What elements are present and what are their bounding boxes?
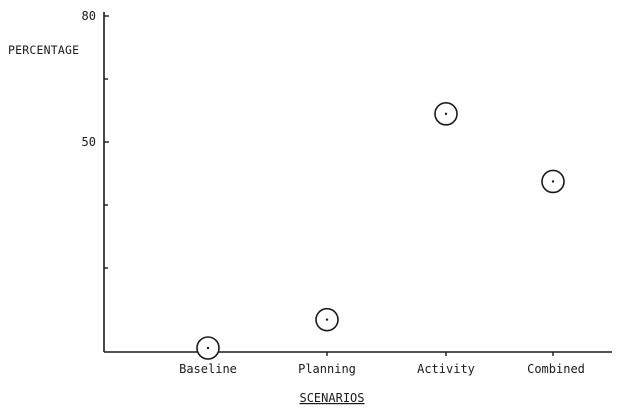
data-point xyxy=(196,336,220,360)
x-category-label: Activity xyxy=(417,362,475,376)
data-point xyxy=(434,102,458,126)
data-point xyxy=(315,307,339,332)
plot-marks xyxy=(196,102,565,360)
x-axis-label: SCENARIOS xyxy=(299,391,364,405)
data-point-center xyxy=(206,346,210,350)
x-category-label: Planning xyxy=(298,362,356,376)
data-point xyxy=(541,169,565,194)
x-category-label: Baseline xyxy=(179,362,237,376)
y-axis-label: PERCENTAGE xyxy=(8,43,79,57)
x-category-label: Combined xyxy=(527,362,585,376)
data-point-center xyxy=(444,112,448,116)
y-tick-label: 80 xyxy=(82,9,96,23)
data-point-center xyxy=(551,180,555,183)
y-tick-label: 50 xyxy=(82,135,96,149)
data-point-center xyxy=(325,318,329,321)
